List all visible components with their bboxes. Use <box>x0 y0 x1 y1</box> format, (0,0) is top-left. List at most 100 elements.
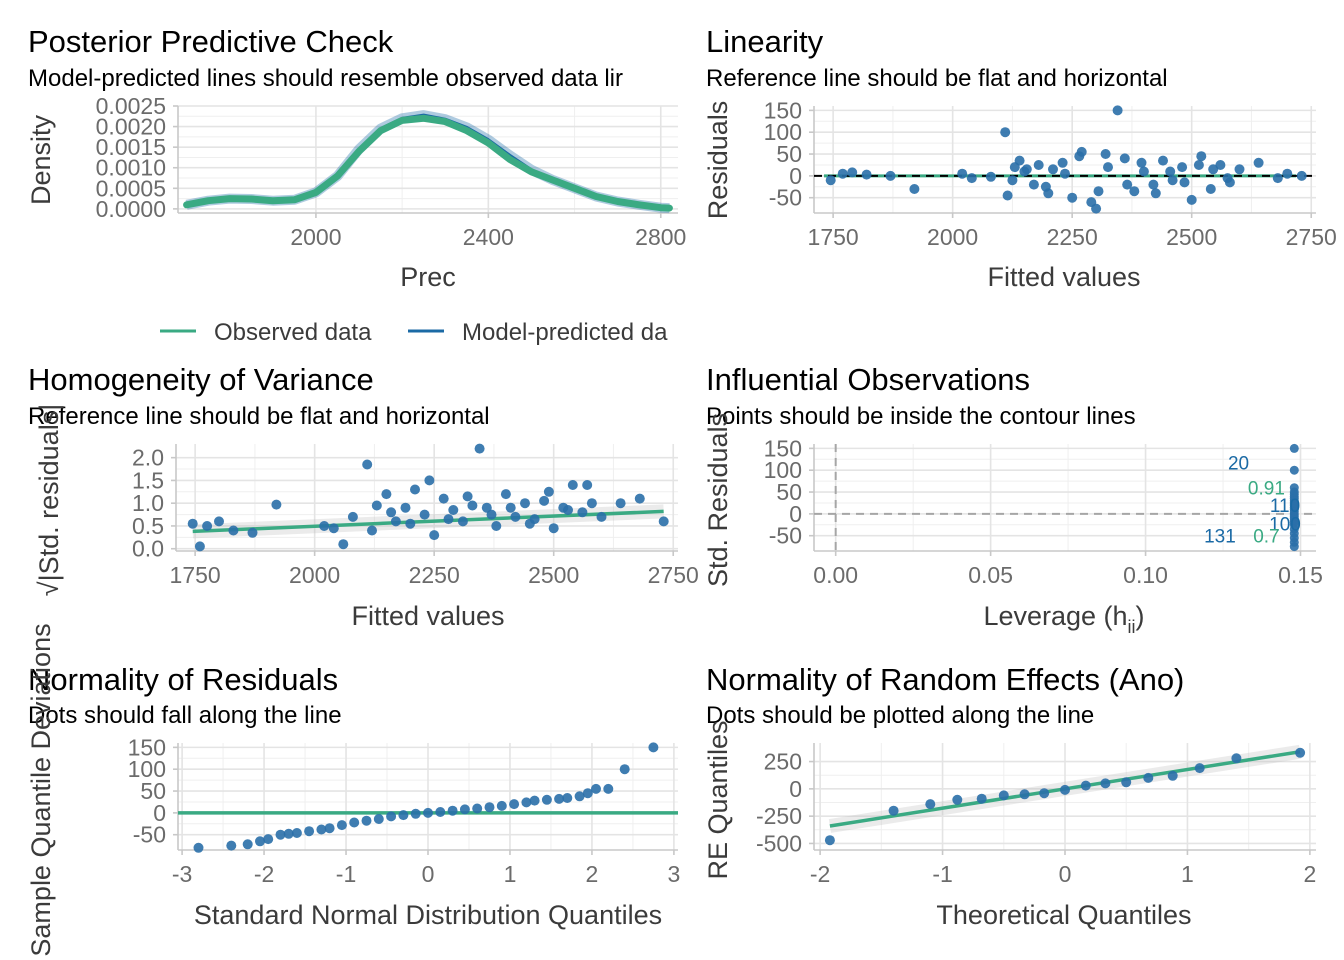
ppc-title: Posterior Predictive Check <box>28 24 394 59</box>
hov-point <box>202 521 213 531</box>
inf-point-label: 20 <box>1228 453 1249 474</box>
re-point <box>1231 753 1242 764</box>
lin-point <box>1033 160 1044 170</box>
hov-point <box>563 505 573 515</box>
hov-point <box>319 521 330 531</box>
re-point <box>888 805 899 816</box>
hov-xlabel: Fitted values <box>351 601 504 631</box>
re-xtick-label: -2 <box>810 861 830 887</box>
lin-title: Linearity <box>706 24 824 59</box>
nor-ytick-label: 0 <box>153 800 166 826</box>
hov-point <box>539 495 550 506</box>
lin-point <box>1165 166 1176 177</box>
nor-point <box>509 799 520 810</box>
hov-point <box>486 509 497 520</box>
nor-point <box>373 814 384 824</box>
ppc-ytick-label: 0.0020 <box>96 114 166 140</box>
hov-point <box>596 511 607 522</box>
lin-point <box>837 168 848 179</box>
nor-point <box>386 811 397 822</box>
hov-subtitle: Reference line should be flat and horizo… <box>28 403 490 430</box>
inf-panel: 0.00 0.05 0.10 0.15-50050100150200.91110100… <box>764 435 1323 588</box>
hov-point <box>367 525 377 536</box>
re-point <box>1167 770 1178 781</box>
hov-point <box>187 518 198 529</box>
re-point <box>1143 772 1154 783</box>
hov-panel: 1750 2000 2250 2500 2750 0.00.51.01.52.0 <box>132 443 699 588</box>
lin-point <box>1148 179 1159 190</box>
hov-point <box>228 525 239 536</box>
re-xtick-label: 2 <box>1303 861 1316 887</box>
hov-point <box>429 530 440 541</box>
hov-point <box>524 518 535 529</box>
nor-point <box>226 840 237 851</box>
lin-point <box>1048 164 1058 175</box>
legend-predicted-label: Model-predicted da <box>462 319 668 346</box>
inf-xlabel-close: ) <box>1136 601 1145 631</box>
nor-xlabel: Standard Normal Distribution Quantiles <box>194 900 662 930</box>
nor-point <box>529 795 540 806</box>
lin-xtick-label: 1750 <box>808 224 859 250</box>
inf-subtitle: Points should be inside the contour line… <box>706 403 1136 430</box>
hov-ytick-label: 2.0 <box>132 445 164 471</box>
nor-ylabel: Sample Quantile Deviations <box>26 623 56 956</box>
nor-point <box>316 824 327 835</box>
nor-point <box>304 826 315 837</box>
hov-point <box>543 486 554 497</box>
hov-xtick-label: 2250 <box>409 562 460 588</box>
hov-point <box>214 516 224 527</box>
lin-point <box>1186 194 1197 205</box>
lin-point <box>1060 168 1070 179</box>
lin-point <box>1000 127 1011 138</box>
ppc-subtitle: Model-predicted lines should resemble ob… <box>28 65 623 92</box>
hov-point <box>474 443 485 454</box>
hov-point <box>462 491 473 502</box>
lin-ylabel: Residuals <box>703 101 733 220</box>
nor-point <box>324 823 335 834</box>
nor-point <box>242 839 253 850</box>
nor-point <box>410 808 421 819</box>
hov-point <box>419 509 430 520</box>
hov-point <box>505 502 516 513</box>
re-point <box>976 793 987 804</box>
inf-ytick-label: 150 <box>764 435 802 461</box>
nor-xtick-label: -1 <box>336 861 356 887</box>
nor-point <box>603 783 614 794</box>
lin-point <box>1021 164 1032 175</box>
lin-point <box>1205 184 1216 194</box>
nor-point <box>554 793 565 804</box>
nor-point <box>541 794 552 805</box>
inf-xlabel: Leverage (hii) <box>983 601 1144 637</box>
ppc-ytick-label: 0.0025 <box>96 93 166 119</box>
lin-point <box>1150 188 1161 199</box>
inf-xtick-label: 0.00 <box>813 562 858 588</box>
inf-point-label: 110 <box>1270 496 1300 517</box>
re-xtick-label: 0 <box>1059 861 1072 887</box>
lin-ytick-label: 0 <box>789 163 802 189</box>
nor-point <box>193 842 204 853</box>
lin-point <box>885 170 896 181</box>
inf-ylabel: Std. Residuals <box>703 413 733 587</box>
ppc-series-observed-line <box>183 114 673 212</box>
lin-point <box>1177 162 1188 173</box>
inf-point-label: 0.7 <box>1253 527 1279 548</box>
lin-point <box>1196 151 1207 162</box>
nor-point <box>361 815 372 826</box>
hov-point <box>582 480 593 490</box>
inf-title: Influential Observations <box>706 362 1030 397</box>
lin-xtick-label: 2500 <box>1166 224 1217 250</box>
nor-point <box>472 803 483 814</box>
nor-xtick-label: 0 <box>422 861 435 887</box>
re-point <box>952 794 963 805</box>
lin-point <box>825 175 836 186</box>
hov-xtick-label: 2000 <box>289 562 340 588</box>
hov-ylabel: √|Std. residuals| <box>34 404 64 596</box>
lin-point <box>1234 164 1245 175</box>
inf-ytick-label: 100 <box>764 457 802 483</box>
re-xtick-label: -1 <box>932 861 952 887</box>
hov-point <box>467 500 478 511</box>
nor-xtick-label: 2 <box>586 861 599 887</box>
hov-point <box>381 489 392 500</box>
ppc-panel: 2000 2400 28000.00000.00050.00100.00150.00… <box>96 93 687 250</box>
